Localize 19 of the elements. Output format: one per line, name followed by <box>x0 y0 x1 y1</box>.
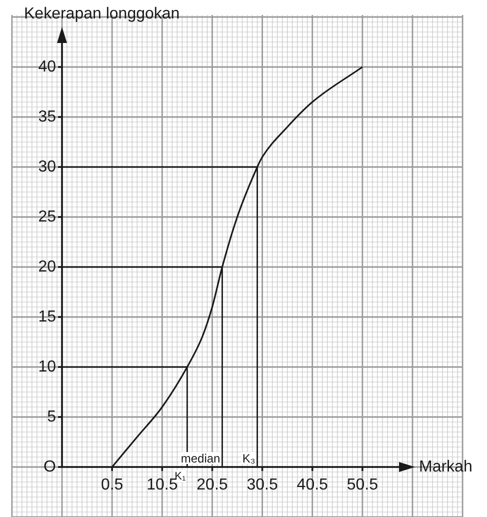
y-axis-title: Kekerapan longgokan <box>24 5 180 22</box>
y-tick-label: 30 <box>38 158 56 176</box>
x-tick-label: 40.5 <box>296 476 328 494</box>
ref-line-label: K₁ <box>174 470 186 483</box>
y-tick-label: 35 <box>38 108 56 126</box>
y-tick-label: O <box>44 458 56 476</box>
x-tick-label: 30.5 <box>246 476 278 494</box>
x-tick-label: 50.5 <box>346 476 378 494</box>
x-tick-label: 0.5 <box>100 476 124 494</box>
y-tick-label: 10 <box>38 358 56 376</box>
x-axis-title: Markah <box>419 458 472 476</box>
y-tick-label: 5 <box>47 408 56 426</box>
x-tick-label: 20.5 <box>196 476 228 494</box>
ref-line-label: median <box>180 451 220 466</box>
y-tick-label: 40 <box>38 58 56 76</box>
y-tick-label: 25 <box>38 208 56 226</box>
y-tick-label: 20 <box>38 258 56 276</box>
y-tick-label: 15 <box>38 308 56 326</box>
ref-line-label: K₃ <box>242 451 256 466</box>
